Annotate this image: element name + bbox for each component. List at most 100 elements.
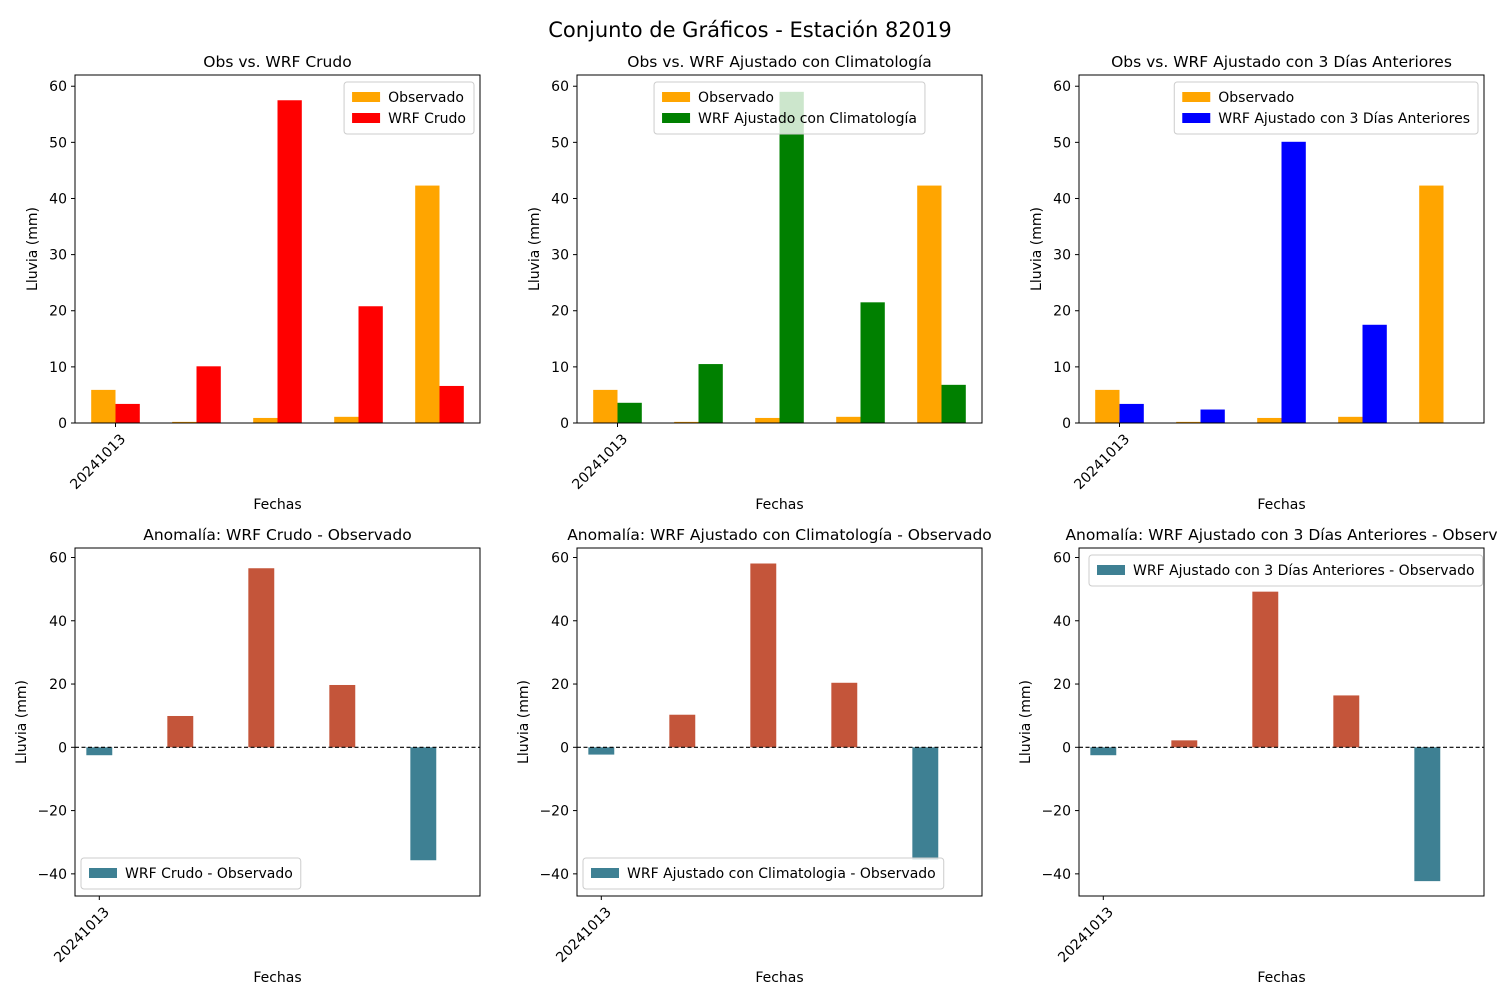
- chart-panel-1: Obs vs. WRF Crudo 0 10 20 30 40 50 60 20241013 Fe…: [25, 53, 481, 513]
- legend-label: WRF Crudo: [388, 111, 466, 127]
- chart-title: Obs vs. WRF Ajustado con Climatología: [627, 53, 932, 71]
- y-tick-label: 0: [58, 416, 67, 432]
- y-axis-label: Lluvia (mm): [1018, 680, 1034, 764]
- legend-swatch: [89, 868, 117, 878]
- bar-observado-4: [1338, 416, 1363, 423]
- y-axis-label: Lluvia (mm): [25, 207, 41, 291]
- chart-title: Anomalía: WRF Crudo - Observado: [143, 526, 412, 544]
- anomaly-bar-4: [1333, 695, 1360, 748]
- legend-swatch: [1182, 92, 1211, 102]
- legend-frame: [582, 857, 945, 890]
- bar-observado-4: [334, 416, 359, 423]
- bar-observado-2: [674, 421, 699, 423]
- y-tick-label: 50: [551, 135, 569, 151]
- legend-frame: [80, 857, 302, 890]
- x-tick-label: 20241013: [1071, 431, 1133, 493]
- legend-swatch: [591, 868, 619, 878]
- y-tick-label: 0: [1062, 416, 1071, 432]
- y-tick-label: 10: [49, 360, 67, 376]
- y-tick-label: 60: [1053, 550, 1071, 566]
- y-tick-label: 40: [49, 191, 67, 207]
- y-tick-label: 0: [560, 740, 569, 756]
- plot-area-frame: [74, 74, 481, 424]
- y-tick-label: 30: [49, 248, 67, 264]
- legend: WRF Ajustado con 3 Días Anteriores - Obs…: [1088, 554, 1484, 587]
- bar-wrf-3: [779, 91, 804, 423]
- y-tick-label: 20: [551, 677, 569, 693]
- bar-wrf-4: [860, 302, 885, 423]
- legend-label: WRF Ajustado con 3 Días Anteriores - Obs…: [1133, 563, 1475, 579]
- chart-panel-3: Obs vs. WRF Ajustado con 3 Días Anterior…: [1029, 53, 1485, 513]
- anomaly-bar-1: [1090, 747, 1117, 756]
- bar-observado-1: [593, 389, 618, 423]
- legend-label: WRF Ajustado con Climatología: [698, 111, 917, 127]
- y-axis-label: Lluvia (mm): [1029, 207, 1045, 291]
- legend: WRF Crudo - Observado: [80, 857, 302, 890]
- y-axis-label: Lluvia (mm): [14, 680, 30, 764]
- chart-panel-2: Obs vs. WRF Ajustado con Climatología 0 10…: [527, 53, 983, 513]
- bar-observado-1: [91, 389, 116, 423]
- anomaly-bar-4: [831, 682, 858, 748]
- legend-label: Observado: [698, 90, 774, 106]
- chart-title: Anomalía: WRF Ajustado con Climatología …: [567, 526, 992, 544]
- legend-swatch: [352, 92, 381, 102]
- x-axis-label: Fechas: [755, 970, 803, 986]
- y-tick-label: 20: [1053, 304, 1071, 320]
- bar-observado-3: [1257, 417, 1282, 423]
- y-tick-label: 60: [49, 79, 67, 95]
- y-tick-label: −20: [37, 804, 67, 820]
- bar-observado-4: [836, 416, 861, 423]
- anomaly-bar-3: [248, 568, 275, 748]
- x-axis-label: Fechas: [1257, 497, 1305, 513]
- legend-label: WRF Ajustado con 3 Días Anteriores: [1218, 111, 1470, 127]
- y-axis-label: Lluvia (mm): [527, 207, 543, 291]
- y-tick-label: 60: [551, 79, 569, 95]
- chart-title: Anomalía: WRF Ajustado con 3 Días Anteri…: [1065, 526, 1497, 544]
- anomaly-bar-2: [669, 714, 696, 748]
- legend-label: Observado: [388, 90, 464, 106]
- plot-area-frame: [1078, 547, 1485, 897]
- y-tick-label: 10: [1053, 360, 1071, 376]
- legend-label: WRF Crudo - Observado: [125, 866, 293, 882]
- bar-wrf-1: [617, 402, 642, 423]
- y-tick-label: 20: [49, 677, 67, 693]
- plot-area-frame: [1078, 74, 1485, 424]
- x-axis-label: Fechas: [253, 970, 301, 986]
- bar-observado-3: [253, 417, 278, 423]
- y-tick-label: 20: [49, 304, 67, 320]
- y-tick-label: 0: [1062, 740, 1071, 756]
- plot-area-frame: [576, 547, 983, 897]
- chart-panel-4: Anomalía: WRF Crudo - Observado −40 −20 0 20…: [14, 526, 481, 986]
- bar-wrf-5: [439, 385, 464, 423]
- legend-label: Observado: [1218, 90, 1294, 106]
- anomaly-bar-5: [912, 747, 939, 860]
- legend-swatch: [1097, 565, 1125, 575]
- x-axis-label: Fechas: [755, 497, 803, 513]
- bar-observado-3: [755, 417, 780, 423]
- legend: Observado WRF Ajustado con Climatología: [653, 81, 926, 135]
- anomaly-bar-5: [1414, 747, 1441, 882]
- y-axis-label: Lluvia (mm): [516, 680, 532, 764]
- anomaly-bar-2: [1171, 740, 1198, 748]
- anomaly-bar-3: [1252, 591, 1279, 748]
- x-tick-label: 20241013: [1055, 904, 1117, 966]
- chart-panel-5: Anomalía: WRF Ajustado con Climatología …: [516, 526, 992, 986]
- y-tick-label: 30: [551, 248, 569, 264]
- legend-swatch: [662, 92, 691, 102]
- y-tick-label: 20: [551, 304, 569, 320]
- legend: Observado WRF Ajustado con 3 Días Anterio…: [1173, 81, 1479, 135]
- y-tick-label: 10: [551, 360, 569, 376]
- legend-label: WRF Ajustado con Climatologia - Observad…: [627, 866, 936, 882]
- y-tick-label: 60: [1053, 79, 1071, 95]
- legend: WRF Ajustado con Climatologia - Observad…: [582, 857, 945, 890]
- plot-area-frame: [576, 74, 983, 424]
- y-tick-label: 60: [551, 550, 569, 566]
- bar-wrf-5: [941, 384, 966, 423]
- y-tick-label: 20: [1053, 677, 1071, 693]
- y-tick-label: −40: [1041, 867, 1071, 883]
- chart-panel-6: Anomalía: WRF Ajustado con 3 Días Anteri…: [1018, 526, 1498, 986]
- x-tick-label: 20241013: [67, 431, 129, 493]
- bar-wrf-2: [698, 364, 723, 423]
- y-tick-label: −20: [1041, 804, 1071, 820]
